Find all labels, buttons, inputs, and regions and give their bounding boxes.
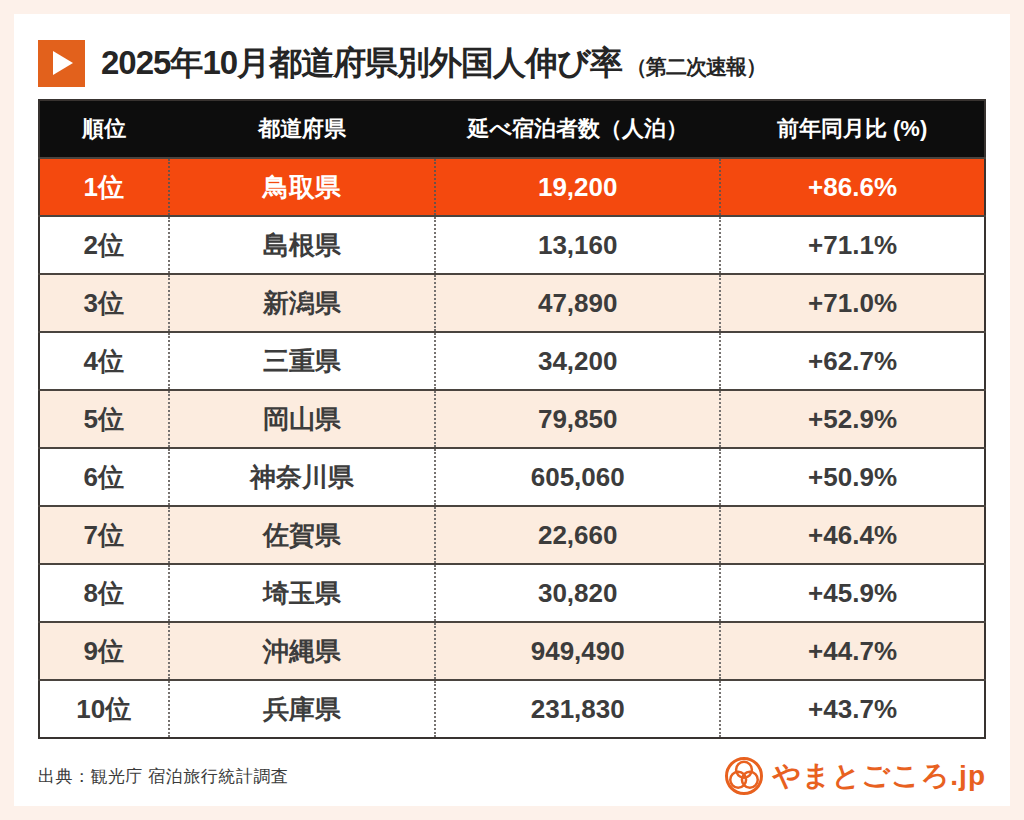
cell-rank: 2位 (39, 216, 169, 274)
table-row: 2位島根県13,160+71.1% (39, 216, 985, 274)
cell-prefecture: 沖縄県 (169, 622, 436, 680)
ranking-table: 順位都道府県延べ宿泊者数（人泊）前年同月比 (%) 1位鳥取県19,200+86… (38, 99, 986, 739)
column-header: 前年同月比 (%) (720, 100, 985, 158)
table-header: 順位都道府県延べ宿泊者数（人泊）前年同月比 (%) (39, 100, 985, 158)
cell-stays: 13,160 (435, 216, 720, 274)
column-header: 延べ宿泊者数（人泊） (435, 100, 720, 158)
cell-rank: 5位 (39, 390, 169, 448)
cell-yoy: +50.9% (720, 448, 985, 506)
cell-prefecture: 兵庫県 (169, 680, 436, 738)
cell-stays: 19,200 (435, 158, 720, 216)
play-triangle-icon (38, 40, 85, 87)
cell-yoy: +46.4% (720, 506, 985, 564)
table-header-row: 順位都道府県延べ宿泊者数（人泊）前年同月比 (%) (39, 100, 985, 158)
cell-yoy: +52.9% (720, 390, 985, 448)
title-row: 2025年10月都道府県別外国人伸び率 （第二次速報） (38, 39, 986, 87)
page-title: 2025年10月都道府県別外国人伸び率 （第二次速報） (101, 41, 766, 86)
cell-prefecture: 埼玉県 (169, 564, 436, 622)
cell-yoy: +86.6% (720, 158, 985, 216)
cell-yoy: +45.9% (720, 564, 985, 622)
footer: 出典：観光庁 宿泊旅行統計調査 やまとごころ.jp (38, 756, 986, 796)
cell-stays: 34,200 (435, 332, 720, 390)
cell-stays: 30,820 (435, 564, 720, 622)
column-header: 順位 (39, 100, 169, 158)
cell-stays: 949,490 (435, 622, 720, 680)
table-row: 9位沖縄県949,490+44.7% (39, 622, 985, 680)
infographic-card: 2025年10月都道府県別外国人伸び率 （第二次速報） 順位都道府県延べ宿泊者数… (14, 14, 1010, 806)
cell-rank: 3位 (39, 274, 169, 332)
cell-yoy: +43.7% (720, 680, 985, 738)
table-row: 7位佐賀県22,660+46.4% (39, 506, 985, 564)
brand-logo: やまとごころ.jp (724, 756, 986, 796)
cell-prefecture: 鳥取県 (169, 158, 436, 216)
cell-yoy: +44.7% (720, 622, 985, 680)
cell-stays: 231,830 (435, 680, 720, 738)
cell-yoy: +71.1% (720, 216, 985, 274)
cell-rank: 6位 (39, 448, 169, 506)
cell-stays: 79,850 (435, 390, 720, 448)
cell-yoy: +71.0% (720, 274, 985, 332)
page-title-main: 2025年10月都道府県別外国人伸び率 (101, 41, 622, 86)
table-row: 6位神奈川県605,060+50.9% (39, 448, 985, 506)
cell-stays: 47,890 (435, 274, 720, 332)
table-row: 8位埼玉県30,820+45.9% (39, 564, 985, 622)
table-row: 5位岡山県79,850+52.9% (39, 390, 985, 448)
cell-prefecture: 三重県 (169, 332, 436, 390)
cell-prefecture: 神奈川県 (169, 448, 436, 506)
table-row: 4位三重県34,200+62.7% (39, 332, 985, 390)
trefoil-circle-icon (724, 756, 764, 796)
source-citation: 出典：観光庁 宿泊旅行統計調査 (38, 765, 288, 788)
brand-logo-text: やまとごころ.jp (772, 757, 986, 795)
cell-prefecture: 岡山県 (169, 390, 436, 448)
cell-stays: 22,660 (435, 506, 720, 564)
cell-stays: 605,060 (435, 448, 720, 506)
cell-rank: 7位 (39, 506, 169, 564)
cell-rank: 8位 (39, 564, 169, 622)
cell-rank: 9位 (39, 622, 169, 680)
table-row: 10位兵庫県231,830+43.7% (39, 680, 985, 738)
cell-prefecture: 新潟県 (169, 274, 436, 332)
cell-rank: 4位 (39, 332, 169, 390)
column-header: 都道府県 (169, 100, 436, 158)
cell-rank: 1位 (39, 158, 169, 216)
cell-rank: 10位 (39, 680, 169, 738)
cell-yoy: +62.7% (720, 332, 985, 390)
cell-prefecture: 佐賀県 (169, 506, 436, 564)
table-row: 1位鳥取県19,200+86.6% (39, 158, 985, 216)
page-title-sub: （第二次速報） (626, 53, 766, 81)
table-row: 3位新潟県47,890+71.0% (39, 274, 985, 332)
cell-prefecture: 島根県 (169, 216, 436, 274)
